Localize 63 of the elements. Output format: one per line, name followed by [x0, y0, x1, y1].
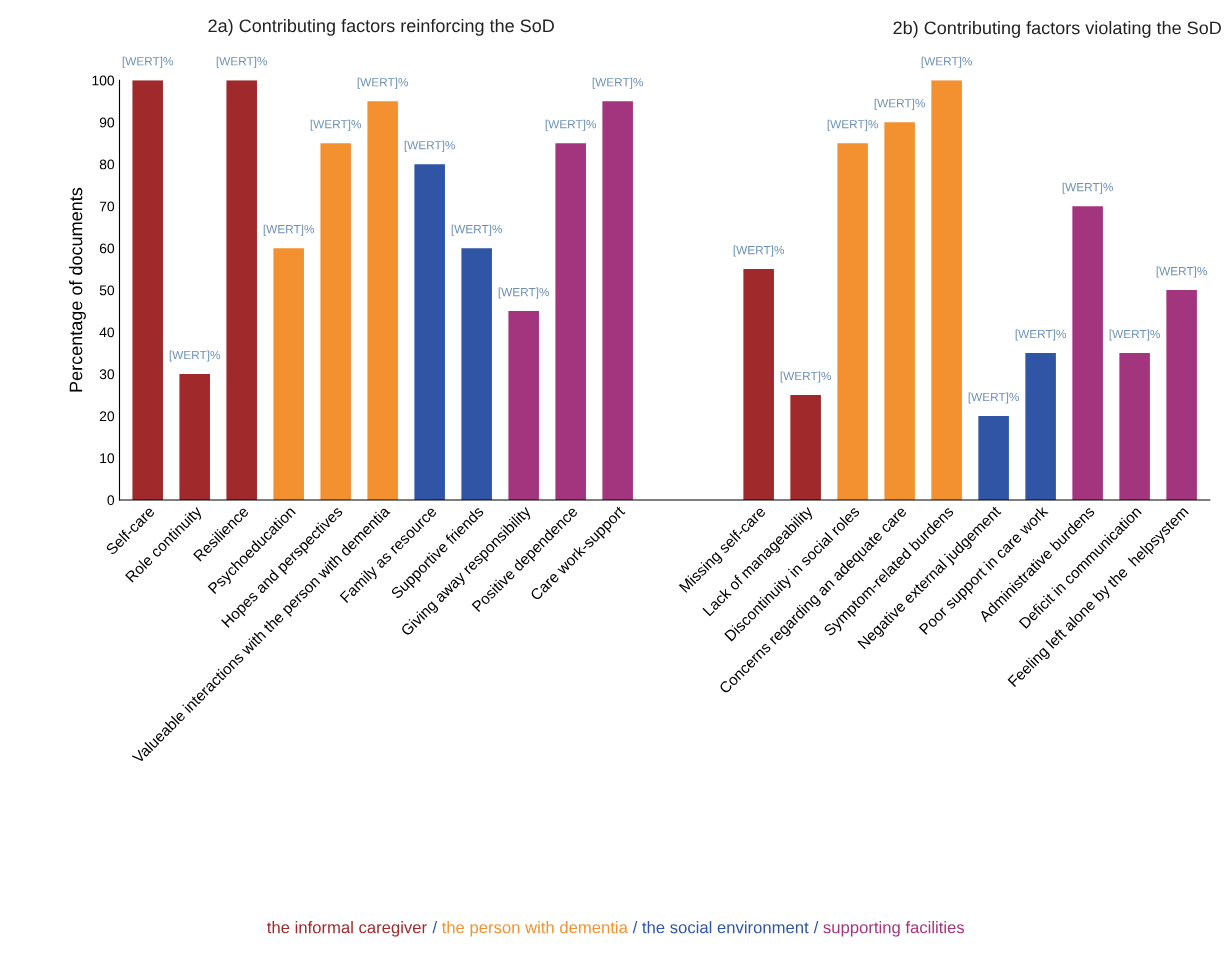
- y-tick-label: 60: [99, 243, 115, 254]
- data-label: [WERT]%: [1062, 182, 1114, 194]
- text: the person with dementia: [441, 921, 628, 937]
- y-tick-label: 100: [92, 75, 115, 86]
- bar: [602, 101, 633, 500]
- data-label: [WERT]%: [733, 245, 785, 257]
- bar: [978, 416, 1009, 500]
- data-label: [WERT]%: [1015, 329, 1067, 341]
- data-label: [WERT]%: [968, 392, 1020, 404]
- data-label: [WERT]%: [780, 371, 832, 383]
- bar: [1025, 353, 1056, 500]
- text: /: [813, 921, 819, 934]
- bar: [132, 80, 163, 500]
- text: the informal caregiver: [267, 921, 427, 937]
- data-label: [WERT]%: [122, 56, 174, 68]
- bar: [508, 311, 539, 500]
- y-tick-label: 10: [100, 453, 115, 464]
- text: /: [432, 921, 438, 934]
- data-label: [WERT]%: [874, 98, 926, 110]
- data-label: [WERT]%: [498, 287, 550, 299]
- bar: [367, 101, 398, 500]
- data-label: [WERT]%: [451, 224, 503, 236]
- y-tick-label: 70: [99, 201, 115, 212]
- text: the social environment: [642, 921, 809, 934]
- text: /: [632, 921, 638, 934]
- bar: [790, 395, 821, 500]
- data-label: [WERT]%: [169, 350, 221, 362]
- bar: [1119, 353, 1150, 500]
- bar: [226, 80, 257, 500]
- y-tick-label: 0: [107, 495, 115, 506]
- bar: [931, 80, 962, 500]
- bar: [179, 374, 210, 500]
- data-label: [WERT]%: [357, 77, 409, 89]
- bar: [743, 269, 774, 500]
- bar: [320, 143, 351, 500]
- bar: [884, 122, 915, 500]
- data-label: [WERT]%: [216, 56, 268, 68]
- bar: [414, 164, 445, 500]
- data-label: [WERT]%: [1109, 329, 1161, 341]
- text: supporting facilities: [823, 921, 965, 937]
- text: 2b) Contributing factors violating the SoD: [893, 21, 1221, 38]
- data-label: [WERT]%: [263, 224, 315, 236]
- data-label: [WERT]%: [1156, 266, 1208, 278]
- y-tick-label: 90: [99, 117, 115, 128]
- data-label: [WERT]%: [310, 119, 362, 131]
- bar: [273, 248, 304, 500]
- chart-title: 2a) Contributing factors reinforcing the SoD: [208, 18, 554, 36]
- data-label: [WERT]%: [404, 140, 456, 152]
- y-tick-label: 50: [99, 285, 115, 296]
- data-label: [WERT]%: [921, 56, 973, 68]
- y-tick-label: 30: [99, 369, 115, 380]
- bar: [555, 143, 586, 500]
- data-label: [WERT]%: [545, 119, 597, 131]
- data-label: [WERT]%: [592, 77, 644, 89]
- bar: [837, 143, 868, 500]
- bar: [1072, 206, 1103, 500]
- y-axis-title: Percentage of documents: [69, 187, 86, 392]
- bar: [1166, 290, 1197, 500]
- data-label: [WERT]%: [827, 119, 879, 131]
- y-tick-label: 20: [99, 411, 115, 422]
- y-tick-label: 40: [99, 327, 115, 338]
- bar: [461, 248, 492, 500]
- y-tick-label: 80: [99, 159, 115, 170]
